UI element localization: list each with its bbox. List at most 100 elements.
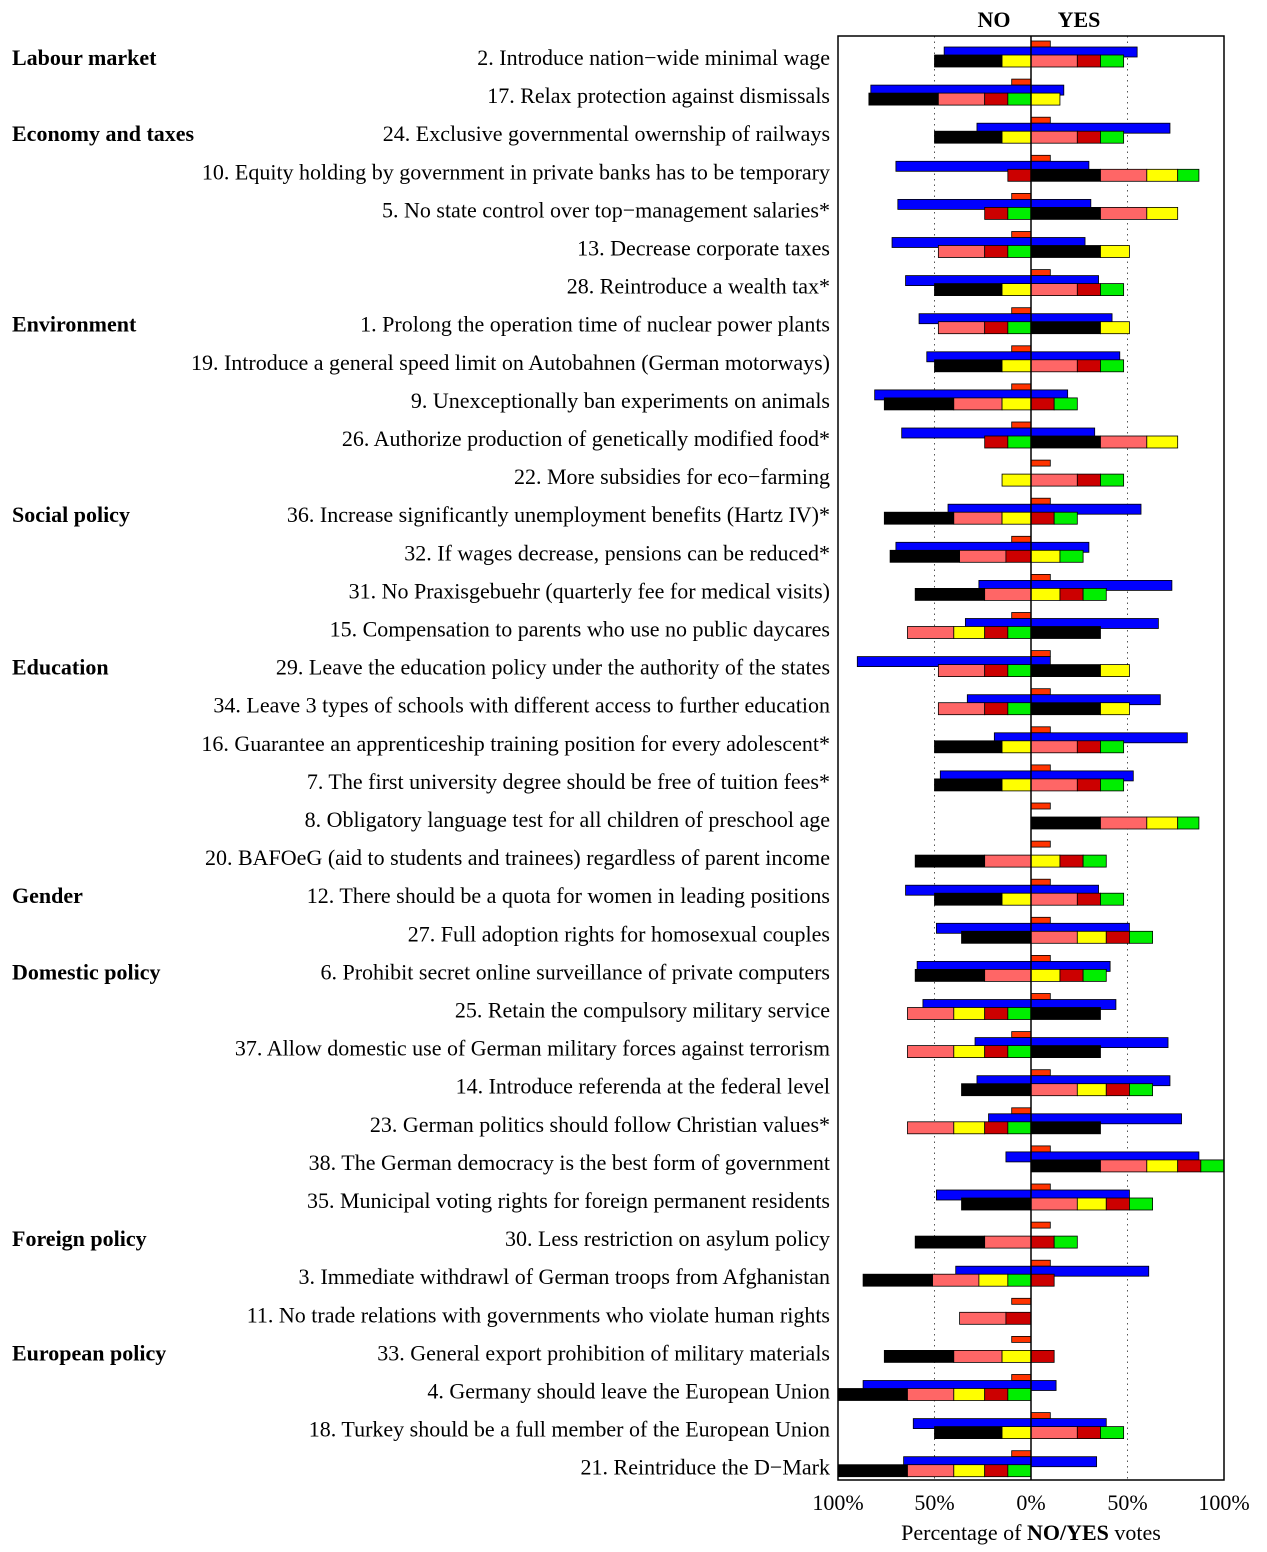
group-vote-segment xyxy=(1030,702,1101,716)
question-row xyxy=(914,1221,1078,1249)
group-vote-segment xyxy=(1001,359,1032,373)
overall-result-bar xyxy=(1030,1412,1051,1419)
group-vote-segment xyxy=(953,1464,986,1478)
overall-result-bar xyxy=(1030,993,1051,1000)
group-vote-segment xyxy=(1007,664,1032,677)
group-vote-segment xyxy=(953,626,986,639)
overall-result-bar xyxy=(1030,802,1051,810)
question-row xyxy=(918,307,1130,335)
group-vote-segment xyxy=(937,321,986,335)
group-vote-segment xyxy=(984,435,1009,449)
category-label: European policy xyxy=(12,1340,166,1365)
group-vote-segment xyxy=(1100,245,1130,258)
group-vote-segment xyxy=(1030,321,1101,335)
x-axis-label-bold: NO/YES xyxy=(1027,1520,1109,1545)
group-vote-segment xyxy=(1030,626,1101,639)
overall-result-bar xyxy=(1011,192,1032,200)
question-label: 27. Full adoption rights for homosexual … xyxy=(408,921,830,946)
overall-result-bar xyxy=(1030,459,1051,467)
overall-result-bar xyxy=(1011,1297,1032,1305)
question-row xyxy=(907,993,1117,1020)
question-label: 33. General export prohibition of milita… xyxy=(377,1340,830,1365)
question-row xyxy=(914,955,1111,982)
overall-result-bar xyxy=(1011,307,1032,315)
group-vote-segment xyxy=(1030,1426,1078,1439)
group-vote-segment xyxy=(1030,1159,1101,1173)
group-vote-segment xyxy=(883,1350,955,1363)
group-vote-segment xyxy=(1030,168,1101,182)
group-vote-segment xyxy=(1053,397,1078,411)
question-row xyxy=(874,383,1078,411)
question-row xyxy=(934,116,1171,144)
overall-result-bar xyxy=(1030,764,1051,772)
group-vote-segment xyxy=(1007,626,1032,639)
group-vote-segment xyxy=(1100,664,1130,677)
question-label: 18. Turkey should be a full member of th… xyxy=(309,1417,830,1442)
question-row xyxy=(856,650,1130,677)
question-label: 9. Unexceptionally ban experiments on an… xyxy=(411,388,830,413)
label-layer: 2. Introduce nation−wide minimal wage 17.… xyxy=(12,45,830,1480)
question-row xyxy=(837,1450,1098,1478)
question-label: 5. No state control over top−management … xyxy=(382,197,830,222)
overall-result-bar xyxy=(1011,78,1032,86)
question-label: 16. Guarantee an apprenticeship training… xyxy=(201,731,830,756)
question-label: 8. Obligatory language test for all chil… xyxy=(305,807,830,832)
group-vote-segment xyxy=(1030,816,1101,830)
group-vote-segment xyxy=(934,892,1003,906)
group-vote-segment xyxy=(1129,1197,1153,1211)
group-vote-segment xyxy=(984,1388,1009,1401)
question-row xyxy=(934,726,1188,754)
question-row xyxy=(901,421,1179,449)
group-vote-segment xyxy=(1105,1083,1130,1097)
group-vote-segment xyxy=(1076,1083,1107,1097)
overall-result-bar xyxy=(1030,650,1051,657)
group-vote-segment xyxy=(907,1045,955,1058)
group-vote-segment xyxy=(1005,1311,1032,1325)
question-label: 1. Prolong the operation time of nuclear… xyxy=(360,312,830,337)
group-vote-segment xyxy=(984,1045,1009,1058)
group-vote-segment xyxy=(1007,92,1032,106)
group-vote-segment xyxy=(1100,702,1130,716)
group-vote-segment xyxy=(984,702,1009,716)
group-vote-segment xyxy=(1001,397,1032,411)
group-vote-segment xyxy=(1076,359,1101,373)
group-vote-segment xyxy=(1001,283,1032,297)
group-vote-segment xyxy=(1076,1426,1101,1439)
question-label: 2. Introduce nation−wide minimal wage xyxy=(477,45,830,70)
group-vote-segment xyxy=(934,54,1003,68)
question-label: 14. Introduce referenda at the federal l… xyxy=(456,1074,830,1099)
question-row xyxy=(1001,459,1125,487)
group-vote-segment xyxy=(1007,321,1032,335)
group-vote-segment xyxy=(1007,245,1032,258)
group-vote-segment xyxy=(1177,168,1200,182)
group-vote-segment xyxy=(907,1121,955,1135)
group-vote-segment xyxy=(1007,435,1032,449)
overall-result-bar xyxy=(1030,1221,1051,1229)
group-vote-segment xyxy=(1100,321,1130,335)
question-row xyxy=(934,764,1134,792)
group-vote-segment xyxy=(1030,1273,1055,1287)
group-vote-segment xyxy=(1100,816,1148,830)
group-vote-segment xyxy=(978,1273,1009,1287)
question-row xyxy=(905,269,1125,297)
x-tick-label: 0% xyxy=(1016,1490,1045,1515)
group-vote-segment xyxy=(1100,435,1148,449)
group-vote-segment xyxy=(953,1121,986,1135)
group-vote-segment xyxy=(914,588,986,601)
group-vote-segment xyxy=(937,664,986,677)
group-vote-segment xyxy=(934,130,1003,144)
question-row xyxy=(862,1259,1150,1287)
group-vote-segment xyxy=(883,397,955,411)
group-vote-segment xyxy=(984,1235,1032,1249)
group-vote-segment xyxy=(914,854,986,868)
group-vote-segment xyxy=(1053,1235,1078,1249)
group-vote-segment xyxy=(1100,778,1125,792)
question-label: 11. No trade relations with governments … xyxy=(247,1302,830,1327)
overall-result-bar xyxy=(1030,269,1051,277)
group-vote-segment xyxy=(837,1388,908,1401)
question-label: 22. More subsidies for eco−farming xyxy=(514,464,830,489)
question-row xyxy=(961,1069,1171,1097)
question-row xyxy=(914,574,1173,601)
question-label: 6. Prohibit secret online surveillance o… xyxy=(320,959,830,984)
group-vote-segment xyxy=(1007,206,1032,220)
